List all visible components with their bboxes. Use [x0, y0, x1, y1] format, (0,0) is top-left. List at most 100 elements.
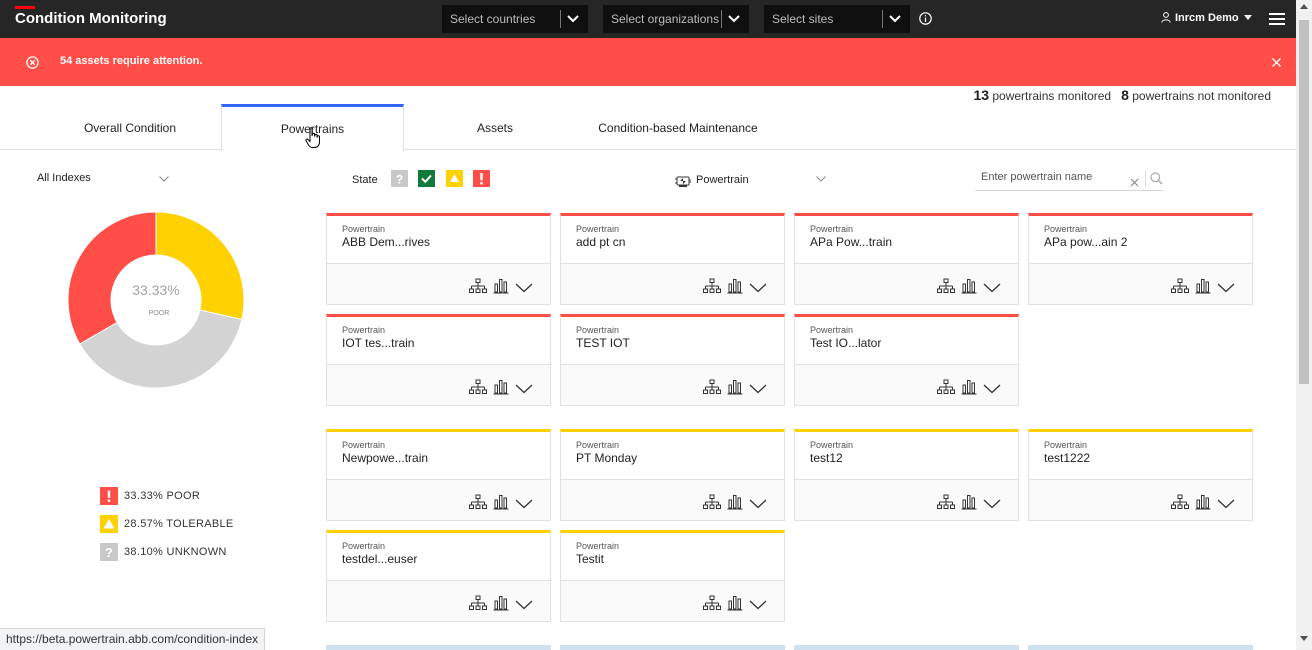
hierarchy-icon[interactable]: [469, 494, 487, 515]
powertrain-card[interactable]: Powertrain APa pow...ain 2: [1028, 213, 1253, 305]
card-header: Powertrain PT Monday: [561, 432, 784, 480]
bar-chart-icon[interactable]: [493, 494, 509, 515]
powertrain-card[interactable]: Powertrain APa Pow...train: [794, 213, 1019, 305]
info-icon[interactable]: [919, 12, 932, 25]
bar-chart-icon[interactable]: [493, 379, 509, 400]
chevron-down-icon[interactable]: [1217, 280, 1235, 298]
card-name[interactable]: Newpowe...train: [342, 451, 428, 465]
card-name[interactable]: test1222: [1044, 451, 1090, 465]
bar-chart-icon[interactable]: [727, 379, 743, 400]
chevron-down-icon[interactable]: [515, 381, 533, 399]
chevron-down-icon[interactable]: [1217, 496, 1235, 514]
countries-select[interactable]: Select countries: [442, 5, 588, 33]
powertrain-card[interactable]: Powertrain testdel...euser: [326, 530, 551, 622]
powertrain-card[interactable]: Powertrain TEST IOT: [560, 314, 785, 406]
powertrain-card[interactable]: Powertrain test12: [794, 429, 1019, 521]
powertrain-card[interactable]: Powertrain Newpowe...train: [326, 429, 551, 521]
card-strip: [560, 645, 785, 650]
chevron-down-icon[interactable]: [983, 496, 1001, 514]
bar-chart-icon[interactable]: [961, 278, 977, 299]
card-name[interactable]: APa pow...ain 2: [1044, 235, 1127, 249]
bar-chart-icon[interactable]: [727, 595, 743, 616]
index-selector[interactable]: All Indexes: [37, 172, 169, 184]
monitoring-summary: 13 powertrains monitored 8 powertrains n…: [973, 87, 1271, 103]
chevron-down-icon[interactable]: [749, 280, 767, 298]
donut-segment-tolerable[interactable]: [156, 212, 244, 320]
chevron-down-icon[interactable]: [983, 280, 1001, 298]
powertrain-card[interactable]: Powertrain Testit: [560, 530, 785, 622]
chevron-down-icon[interactable]: [749, 597, 767, 615]
tab-condition-based-maintenance[interactable]: Condition-based Maintenance: [578, 104, 778, 150]
hierarchy-icon[interactable]: [469, 278, 487, 299]
chevron-down-icon[interactable]: [515, 496, 533, 514]
app-title[interactable]: Condition Monitoring: [15, 10, 167, 27]
tab-assets[interactable]: Assets: [430, 104, 560, 150]
bar-chart-icon[interactable]: [727, 494, 743, 515]
powertrain-card[interactable]: Powertrain PT Monday: [560, 429, 785, 521]
chevron-down-icon[interactable]: [515, 597, 533, 615]
hierarchy-icon[interactable]: [703, 494, 721, 515]
bar-chart-icon[interactable]: [961, 379, 977, 400]
sites-select[interactable]: Select sites: [764, 5, 910, 33]
state-filter-unknown-icon[interactable]: ?: [391, 170, 408, 187]
user-menu[interactable]: Inrcm Demo: [1161, 12, 1256, 24]
card-name[interactable]: TEST IOT: [576, 336, 630, 350]
powertrain-card[interactable]: Powertrain IOT tes...train: [326, 314, 551, 406]
donut-segment-poor[interactable]: [68, 212, 156, 344]
bar-chart-icon[interactable]: [727, 278, 743, 299]
hierarchy-icon[interactable]: [1171, 278, 1189, 299]
close-icon[interactable]: [1271, 55, 1282, 73]
state-filter-good-icon[interactable]: [418, 170, 435, 187]
card-name[interactable]: PT Monday: [576, 451, 637, 465]
chevron-down-icon[interactable]: [983, 381, 1001, 399]
card-name[interactable]: testdel...euser: [342, 552, 417, 566]
card-name[interactable]: test12: [810, 451, 843, 465]
poor-icon: [100, 487, 118, 505]
powertrain-card[interactable]: Powertrain Test IO...lator: [794, 314, 1019, 406]
powertrain-card[interactable]: Powertrain test1222: [1028, 429, 1253, 521]
chevron-down-icon[interactable]: [749, 496, 767, 514]
bar-chart-icon[interactable]: [493, 278, 509, 299]
card-type-label: Powertrain: [1044, 440, 1087, 450]
bar-chart-icon[interactable]: [1195, 494, 1211, 515]
svg-text:?: ?: [105, 545, 113, 560]
hierarchy-icon[interactable]: [1171, 494, 1189, 515]
bar-chart-icon[interactable]: [493, 595, 509, 616]
card-name[interactable]: add pt cn: [576, 235, 625, 249]
hierarchy-icon[interactable]: [469, 379, 487, 400]
hierarchy-icon[interactable]: [937, 494, 955, 515]
organizations-select[interactable]: Select organizations: [603, 5, 749, 33]
hierarchy-icon[interactable]: [703, 278, 721, 299]
index-selector-value: All Indexes: [37, 172, 91, 184]
chevron-down-icon[interactable]: [515, 280, 533, 298]
powertrain-search-input[interactable]: [981, 171, 1121, 183]
hierarchy-icon[interactable]: [937, 379, 955, 400]
card-actions: [931, 278, 1001, 296]
search-icon[interactable]: [1150, 172, 1163, 190]
card-type-label: Powertrain: [810, 440, 853, 450]
state-filter-tolerable-icon[interactable]: [446, 170, 463, 187]
scrollbar-thumb[interactable]: [1299, 20, 1309, 384]
card-name[interactable]: IOT tes...train: [342, 336, 414, 350]
hierarchy-icon[interactable]: [703, 379, 721, 400]
scroll-down-arrow-icon[interactable]: [1300, 636, 1308, 641]
card-name[interactable]: APa Pow...train: [810, 235, 892, 249]
vertical-scrollbar[interactable]: [1296, 0, 1312, 650]
clear-icon[interactable]: [1130, 174, 1139, 192]
state-filter-poor-icon[interactable]: [473, 170, 490, 187]
powertrain-card[interactable]: Powertrain ABB Dem...rives: [326, 213, 551, 305]
tab-overall-condition[interactable]: Overall Condition: [40, 104, 220, 150]
card-name[interactable]: Test IO...lator: [810, 336, 881, 350]
card-name[interactable]: ABB Dem...rives: [342, 235, 430, 249]
card-actions: [697, 379, 767, 397]
hierarchy-icon[interactable]: [469, 595, 487, 616]
bar-chart-icon[interactable]: [961, 494, 977, 515]
chevron-down-icon[interactable]: [749, 381, 767, 399]
hamburger-menu-icon[interactable]: [1269, 11, 1285, 27]
bar-chart-icon[interactable]: [1195, 278, 1211, 299]
card-name[interactable]: Testit: [576, 552, 604, 566]
hierarchy-icon[interactable]: [937, 278, 955, 299]
scroll-up-arrow-icon[interactable]: [1300, 4, 1308, 9]
powertrain-card[interactable]: Powertrain add pt cn: [560, 213, 785, 305]
hierarchy-icon[interactable]: [703, 595, 721, 616]
